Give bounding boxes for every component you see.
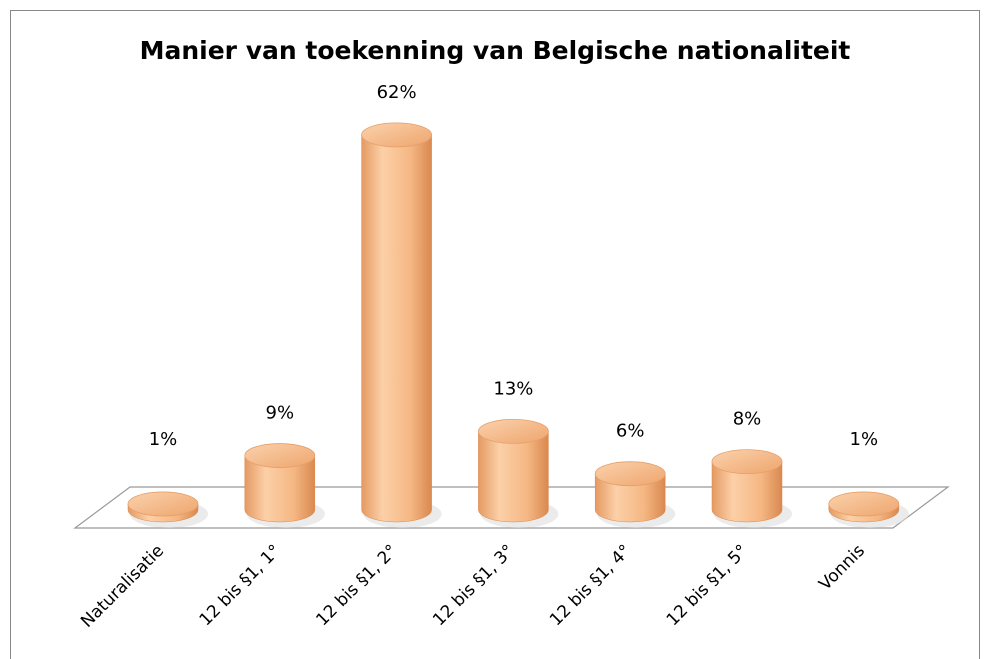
bar-top: [711, 449, 783, 475]
value-label: 1%: [149, 429, 178, 450]
value-label: 9%: [266, 403, 295, 424]
bar-top: [361, 122, 433, 148]
value-label: 13%: [493, 378, 533, 399]
chart-title: Manier van toekenning van Belgische nati…: [140, 36, 851, 65]
bar: [594, 473, 666, 523]
bar: [244, 455, 316, 523]
bar-top: [127, 491, 199, 517]
value-label: 8%: [733, 409, 762, 430]
bar: [711, 461, 783, 523]
value-label: 6%: [616, 421, 645, 442]
bar-top: [594, 461, 666, 487]
value-label: 1%: [850, 429, 879, 450]
value-label: 62%: [377, 82, 417, 103]
bar-top: [244, 443, 316, 468]
bar-top: [478, 418, 549, 444]
bar-top: [828, 491, 900, 517]
bar: [361, 134, 432, 523]
bar: [478, 431, 549, 523]
chart-border: [10, 10, 980, 659]
